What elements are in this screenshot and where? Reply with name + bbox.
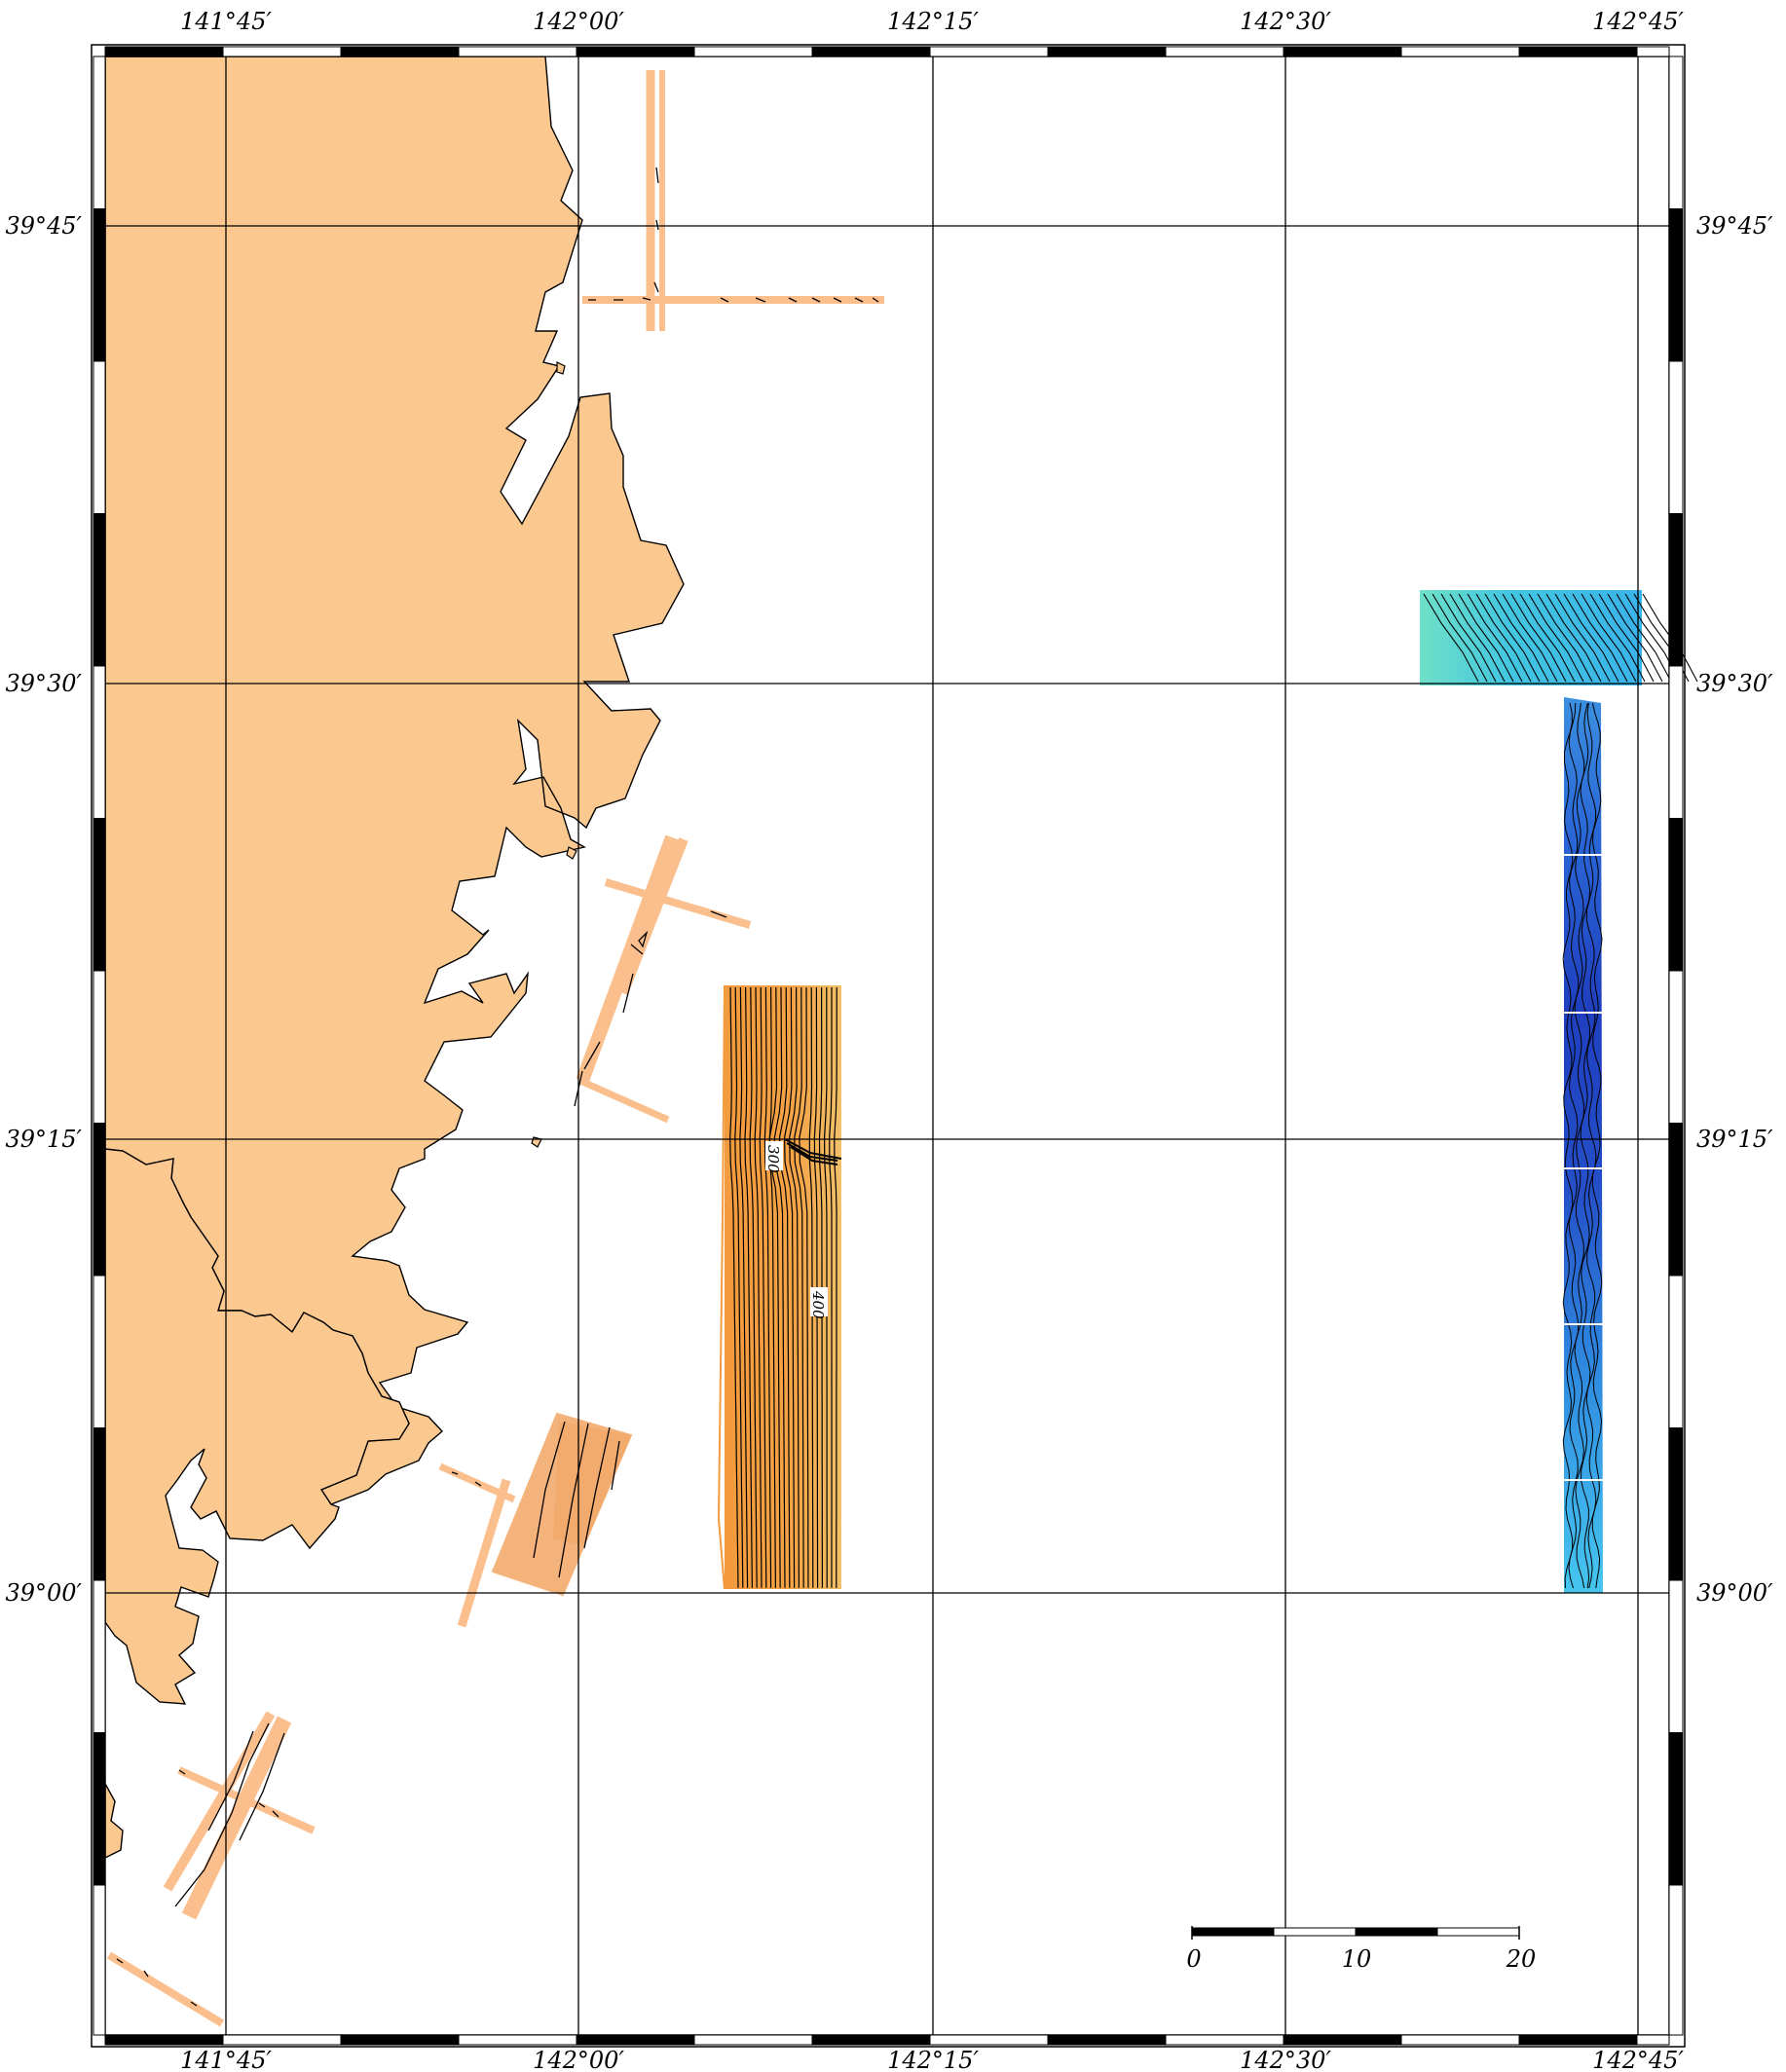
latitude-label: 39°30′ (5, 670, 82, 697)
survey-swath (553, 1422, 631, 1546)
scale-label: 20 (1506, 1945, 1537, 1973)
contour-label: 300 (764, 1145, 782, 1173)
longitude-label: 141°45′ (180, 8, 272, 35)
longitude-label: 142°45′ (1592, 8, 1684, 35)
latitude-labels-right: 39°45′ 39°30′ 39°15′ 39°00′ (1696, 212, 1773, 1607)
longitude-labels-bottom: 141°45′ 142°00′ 142°15′ 142°30′ 142°45′ (180, 2047, 1684, 2072)
survey-track (163, 1711, 276, 1892)
longitude-label: 142°15′ (887, 8, 979, 35)
blue-contours (1562, 702, 1603, 1589)
survey-track (578, 1077, 670, 1124)
longitude-label: 142°30′ (1240, 8, 1331, 35)
survey-track (106, 1951, 225, 2027)
longitude-label: 142°30′ (1240, 2047, 1331, 2072)
latitude-label: 39°45′ (5, 212, 82, 240)
longitude-label: 142°00′ (533, 2047, 624, 2072)
latitude-label: 39°30′ (1696, 670, 1773, 697)
survey-track (181, 1716, 292, 1920)
longitude-label: 141°45′ (180, 2047, 272, 2072)
track-contours (116, 166, 879, 2007)
land-mass-south (104, 1148, 410, 1705)
scale-label: 0 (1186, 1945, 1201, 1973)
latitude-label: 39°00′ (1696, 1579, 1773, 1607)
frame-ticks (93, 46, 1684, 2046)
land-fragment (104, 1781, 124, 1860)
survey-tracks (106, 70, 884, 2027)
longitude-label: 142°15′ (887, 2047, 979, 2072)
contour-label: 400 (809, 1290, 827, 1319)
graticule (105, 56, 1669, 2035)
map-frame (91, 44, 1686, 2048)
longitude-label: 142°00′ (533, 8, 624, 35)
latitude-label: 39°00′ (5, 1579, 82, 1607)
orange-edge (717, 984, 726, 1590)
survey-track (576, 834, 679, 1084)
latitude-label: 39°15′ (1696, 1126, 1773, 1153)
islet (566, 846, 577, 860)
strip-seams (1564, 854, 1603, 1481)
latitude-label: 39°15′ (5, 1126, 82, 1153)
latitude-label: 39°45′ (1696, 212, 1773, 240)
contour-label-300: 300 (764, 1141, 783, 1173)
latitude-labels-left: 39°45′ 39°30′ 39°15′ 39°00′ (5, 212, 82, 1607)
survey-track (618, 837, 688, 995)
scale-bar: 0 10 20 (1186, 1926, 1536, 1973)
survey-track (457, 1478, 511, 1628)
longitude-labels-top: 141°45′ 142°00′ 142°15′ 142°30′ 142°45′ (180, 8, 1684, 35)
longitude-label: 142°45′ (1592, 2047, 1684, 2072)
contour-label-400: 400 (809, 1287, 828, 1319)
survey-track (604, 878, 752, 929)
islet (556, 361, 566, 375)
scale-label: 10 (1342, 1945, 1372, 1973)
